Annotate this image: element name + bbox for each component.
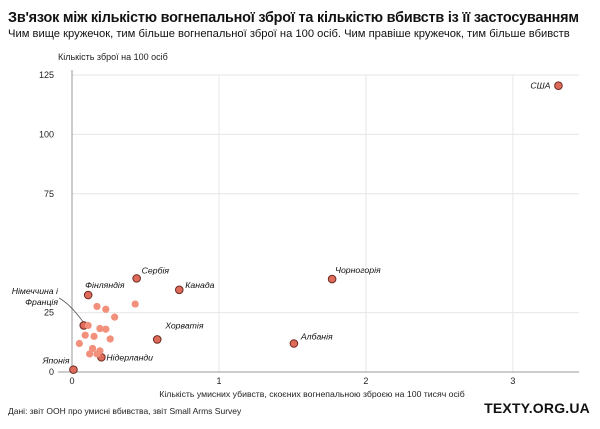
x-tick-label: 2 xyxy=(363,376,368,386)
y-axis-title: Кількість зброї на 100 осіб xyxy=(58,52,168,62)
point-label: Чорногорія xyxy=(335,265,381,275)
x-tick-label: 3 xyxy=(510,376,515,386)
data-point xyxy=(90,332,98,340)
point-label: Сербія xyxy=(142,265,170,275)
y-tick-label: 100 xyxy=(39,129,54,139)
data-point xyxy=(131,300,139,308)
data-point xyxy=(81,331,89,339)
data-point-labeled xyxy=(83,290,93,300)
point-label: Нідерланди xyxy=(106,352,153,362)
data-source-note: Дані: звіт ООН про умисні вбивства, звіт… xyxy=(8,406,242,416)
point-label: Хорватія xyxy=(164,320,204,330)
data-point xyxy=(96,347,104,355)
point-label: Албанія xyxy=(300,331,333,341)
data-point-labeled xyxy=(132,274,141,283)
chart-subtitle: Чим вище кружечок, тим більше вогнепальн… xyxy=(8,28,570,40)
data-point-labeled xyxy=(152,335,162,344)
x-tick-label: 1 xyxy=(216,376,221,386)
point-label: Фінляндія xyxy=(85,280,125,290)
data-point-labeled xyxy=(327,274,337,284)
point-label: Японія xyxy=(42,356,70,366)
data-point xyxy=(88,344,97,353)
data-point-labeled xyxy=(174,285,184,295)
data-point-labeled xyxy=(69,365,78,374)
data-point xyxy=(102,305,110,313)
point-label: Німеччина і Франція xyxy=(12,286,59,307)
y-tick-label: 125 xyxy=(39,70,54,80)
x-axis-title: Кількість умисних убивств, скоєних вогне… xyxy=(159,389,464,399)
data-point xyxy=(75,339,83,348)
data-point xyxy=(102,325,110,333)
data-point-labeled xyxy=(289,339,299,348)
brand-logo-text: TEXTY.ORG.UA xyxy=(484,400,590,416)
x-tick-label: 0 xyxy=(69,376,74,386)
data-point-labeled xyxy=(554,81,563,90)
y-tick-label: 75 xyxy=(44,189,54,199)
data-point xyxy=(84,321,92,330)
y-tick-label: 0 xyxy=(49,367,54,377)
point-label: США xyxy=(530,81,550,91)
data-point xyxy=(86,350,94,358)
y-tick-label: 25 xyxy=(44,308,54,318)
data-point xyxy=(93,302,101,311)
data-point xyxy=(111,313,119,321)
chart-title: Зв'язок між кількістю вогнепальної зброї… xyxy=(8,10,579,26)
data-point xyxy=(96,324,104,333)
point-label: Канада xyxy=(185,280,214,290)
data-point xyxy=(106,335,114,343)
label-leader-line xyxy=(58,297,84,322)
